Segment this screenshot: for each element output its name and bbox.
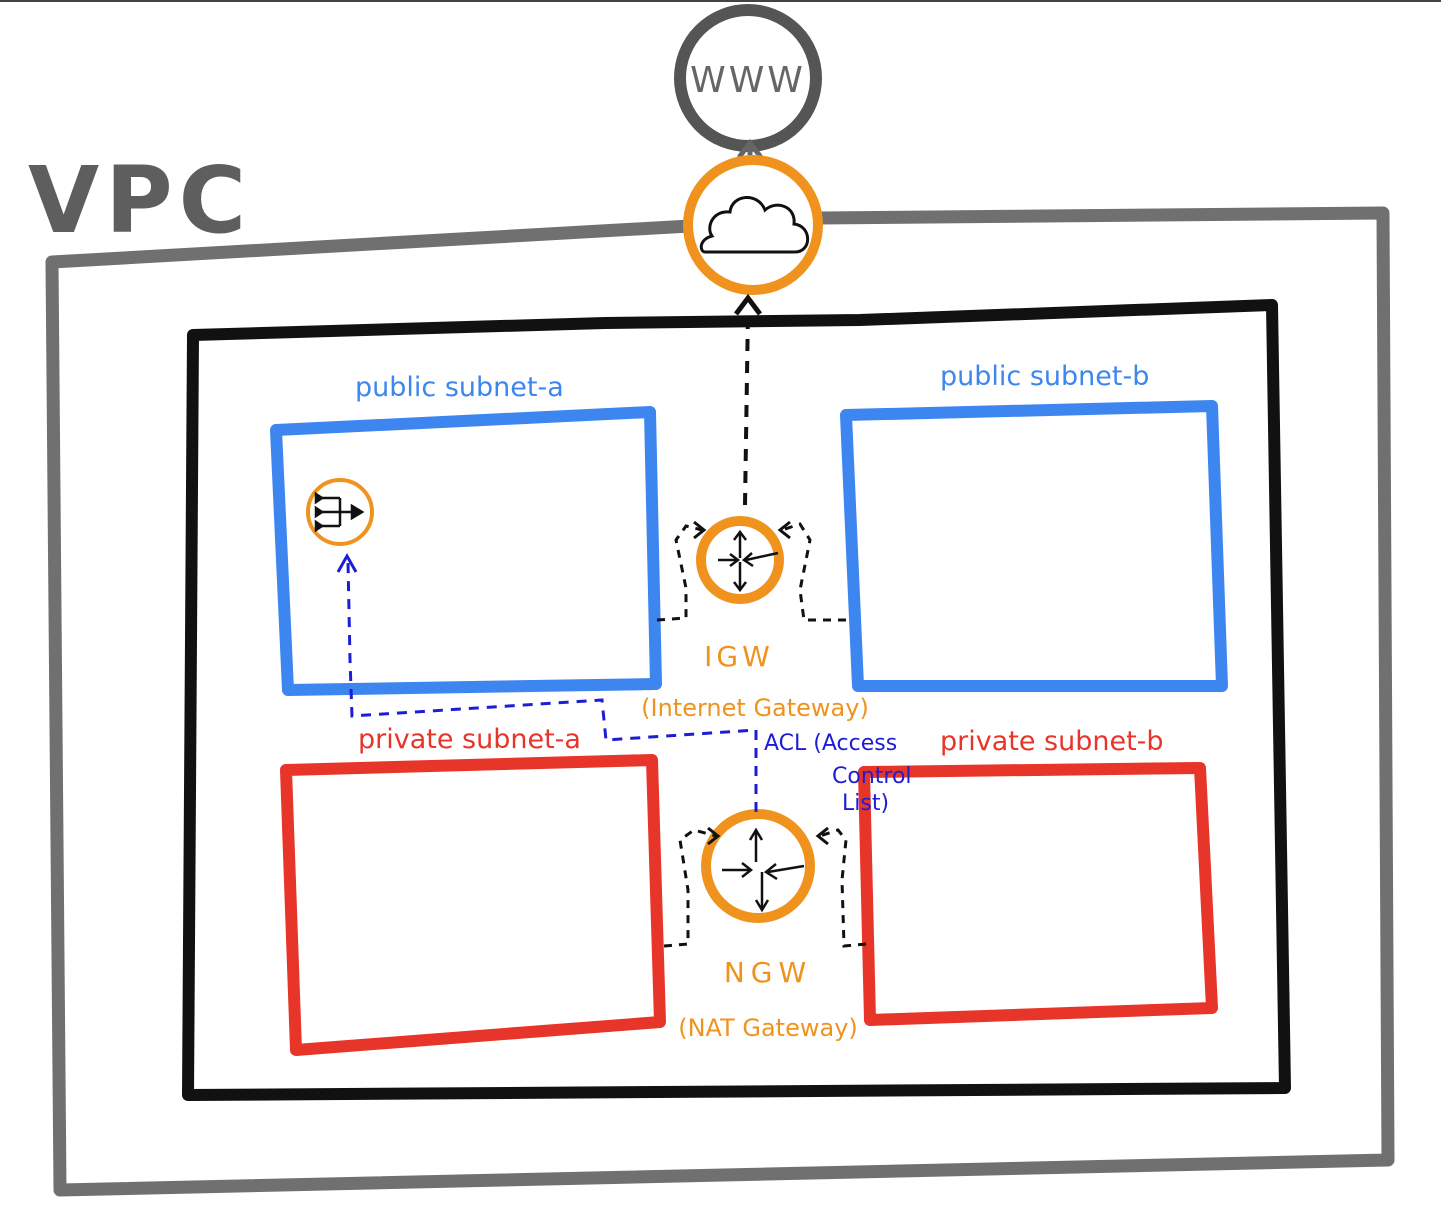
- vpc-border: [45, 206, 1395, 1197]
- acl-label-line2: Control: [832, 764, 912, 789]
- acl-route-arrowhead: [336, 552, 358, 573]
- public-to-igw-connectors: [656, 522, 846, 622]
- private-subnet-b-box: [858, 762, 1218, 1026]
- load-balancer-icon: [314, 491, 365, 533]
- igw-label: IGW: [704, 640, 774, 673]
- public-subnet-a-box: [270, 406, 662, 696]
- router-arrows-icon: [722, 827, 805, 913]
- private-subnet-a-box: [280, 754, 666, 1056]
- ngw-node: [701, 809, 815, 923]
- public-subnet-a-label: public subnet-a: [355, 372, 564, 403]
- igw-node: [696, 516, 784, 604]
- top-border-line: [0, 0, 1441, 2]
- cloud-node: [683, 155, 823, 295]
- acl-label-line1: ACL (Access: [764, 731, 897, 756]
- acl-route: [346, 561, 758, 812]
- igw-full-label: (Internet Gateway): [641, 694, 869, 722]
- load-balancer-node: [306, 478, 374, 546]
- region-border: [182, 299, 1291, 1101]
- public-subnet-b-label: public subnet-b: [940, 361, 1149, 392]
- acl-label-line3: List): [842, 791, 889, 816]
- ngw-full-label: (NAT Gateway): [678, 1014, 858, 1042]
- private-to-ngw-connectors: [663, 828, 867, 948]
- internet-node: WWW: [674, 4, 822, 152]
- private-to-ngw-arrowheads: [707, 826, 829, 846]
- internet-label: WWW: [690, 60, 806, 101]
- public-subnet-b-box: [840, 400, 1228, 692]
- igw-to-cloud-arrow: [734, 293, 762, 506]
- private-subnet-b-label: private subnet-b: [940, 726, 1164, 757]
- cloud-icon: [699, 196, 810, 254]
- private-subnet-a-label: private subnet-a: [358, 724, 581, 755]
- router-arrows-icon: [718, 529, 779, 593]
- ngw-label: NGW: [724, 956, 812, 989]
- public-to-igw-arrowheads: [693, 520, 791, 540]
- vpc-title: VPC: [28, 147, 252, 254]
